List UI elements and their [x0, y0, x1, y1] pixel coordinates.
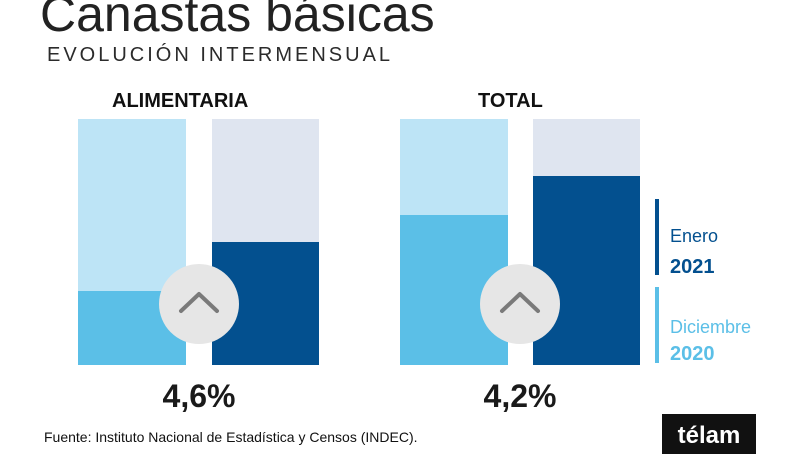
chart-subtitle: EVOLUCIÓN INTERMENSUAL [47, 44, 394, 66]
bar-total-enero [533, 176, 640, 365]
chart-title: Canastas básicas [40, 0, 435, 42]
increase-badge-alimentaria [159, 264, 239, 344]
legend-month-enero: Enero [670, 226, 719, 246]
group-title-total: TOTAL [478, 90, 543, 112]
telam-logo-text: télam [677, 422, 741, 449]
legend-line-enero [655, 199, 659, 275]
legend-year-enero: 2021 [670, 256, 715, 278]
group-title-alimentaria: ALIMENTARIA [112, 90, 249, 112]
legend-line-diciembre [655, 287, 659, 363]
chevron-up-icon [500, 292, 540, 313]
increase-badge-total [480, 264, 560, 344]
headline-alimentaria: 4,6% [162, 378, 236, 414]
telam-logo: télam [662, 414, 756, 454]
chevron-up-icon [179, 292, 219, 313]
legend-year-diciembre: 2020 [670, 343, 715, 365]
source-note: Fuente: Instituto Nacional de Estadístic… [44, 429, 418, 445]
legend-month-diciembre: Diciembre [670, 317, 752, 337]
headline-total: 4,2% [483, 378, 557, 414]
